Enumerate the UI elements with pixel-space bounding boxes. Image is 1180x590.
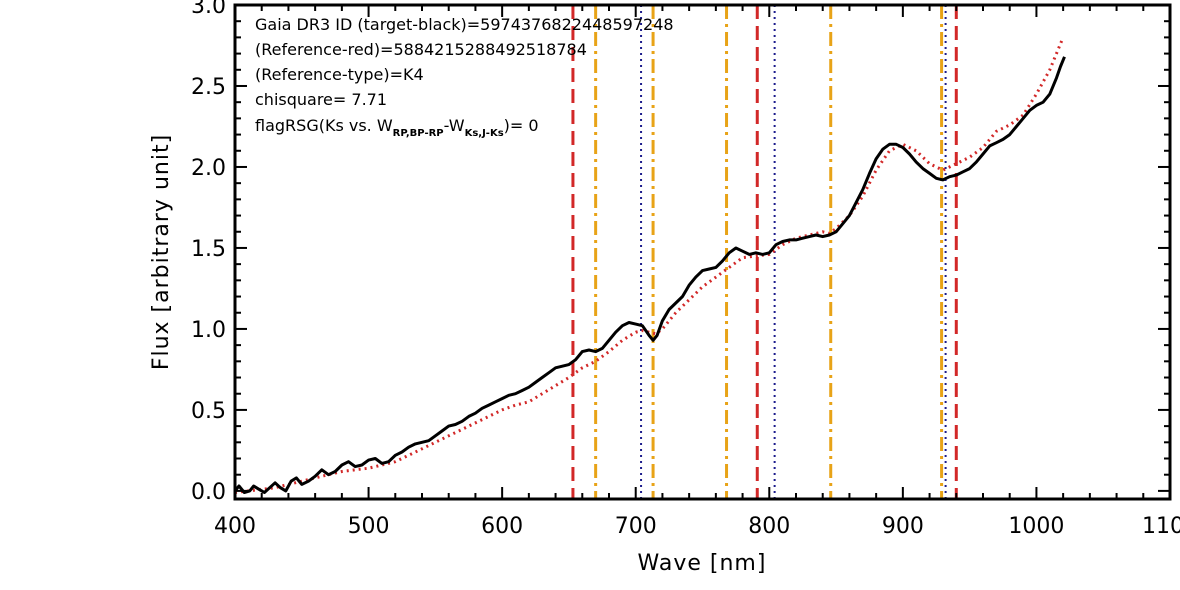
annotation-reference-id: (Reference-red)=5884215288492518784 (255, 40, 587, 59)
y-tick-label: 3.0 (191, 0, 226, 19)
annotation-gaia-id: Gaia DR3 ID (target-black)=5974376822448… (255, 15, 674, 34)
flag-sub-1: RP,BP-RP (393, 128, 444, 139)
target-spectrum-line (235, 56, 1066, 494)
x-tick-label: 1000 (1008, 514, 1064, 539)
y-tick-label: 1.0 (191, 318, 226, 343)
plot-frame (233, 3, 1172, 501)
x-tick-label: 500 (348, 514, 390, 539)
x-tick-label: 900 (882, 514, 924, 539)
y-tick-label: 2.0 (191, 156, 226, 181)
annotation-chisquare: chisquare= 7.71 (255, 90, 387, 109)
flag-text-c: )= 0 (504, 116, 539, 135)
y-axis-title: Flux [arbitrary unit] (149, 134, 174, 370)
annotation-block: Gaia DR3 ID (target-black)=5974376822448… (255, 15, 674, 139)
x-tick-label: 400 (214, 514, 256, 539)
flag-text-b: -W (444, 116, 465, 135)
x-tick-label: 700 (615, 514, 657, 539)
x-tick-label: 600 (481, 514, 523, 539)
reference-lines (571, 5, 958, 499)
spectra-series (235, 36, 1066, 494)
flag-text-a: flagRSG(Ks vs. W (255, 116, 393, 135)
flag-sub-2: Ks,J-Ks (465, 128, 504, 139)
x-tick-label: 800 (748, 514, 790, 539)
annotation-reference-type: (Reference-type)=K4 (255, 65, 424, 84)
y-tick-label: 1.5 (191, 237, 226, 262)
annotation-flag-rsg: flagRSG(Ks vs. WRP,BP-RP-WKs,J-Ks)= 0 (255, 116, 539, 139)
y-tick-label: 0.5 (191, 399, 226, 424)
y-tick-label: 2.5 (191, 75, 226, 100)
y-tick-label: 0.0 (191, 480, 226, 505)
x-axis-title: Wave [nm] (638, 551, 767, 576)
